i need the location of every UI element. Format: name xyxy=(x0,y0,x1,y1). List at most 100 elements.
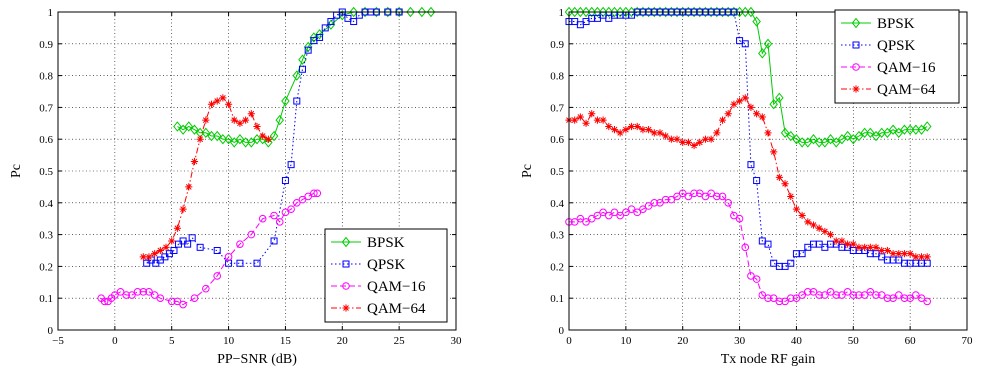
marker-star xyxy=(878,246,886,255)
marker-circle xyxy=(775,297,784,306)
marker-diamond xyxy=(570,6,579,18)
marker-star xyxy=(770,148,778,156)
marker-diamond xyxy=(826,134,835,145)
marker-circle xyxy=(281,208,290,217)
marker-circle xyxy=(190,294,199,303)
marker-star xyxy=(730,100,738,108)
marker-circle xyxy=(764,294,772,303)
marker-star xyxy=(855,243,863,251)
marker-circle xyxy=(167,297,176,306)
y-axis-label: Pc xyxy=(9,164,24,178)
marker-diamond xyxy=(406,6,415,18)
marker-square xyxy=(350,18,358,26)
marker-circle xyxy=(287,205,295,213)
marker-square xyxy=(741,40,749,48)
marker-circle xyxy=(100,297,109,306)
marker-circle xyxy=(156,294,165,303)
y-tick-label: 0.2 xyxy=(550,261,564,273)
marker-diamond xyxy=(275,114,284,126)
marker-star xyxy=(724,110,732,118)
marker-star xyxy=(852,85,860,93)
marker-star xyxy=(815,224,823,232)
y-tick-label: 0.2 xyxy=(39,261,53,273)
marker-circle xyxy=(656,199,664,207)
marker-diamond xyxy=(888,124,898,135)
marker-square xyxy=(770,259,778,267)
marker-circle xyxy=(247,230,256,239)
marker-star xyxy=(230,116,238,124)
marker-diamond xyxy=(610,6,619,18)
marker-star xyxy=(753,110,761,118)
marker-diamond xyxy=(922,121,932,132)
marker-circle xyxy=(616,211,624,220)
marker-star xyxy=(792,205,801,213)
marker-square xyxy=(188,234,196,242)
marker-diamond xyxy=(854,130,864,142)
marker-star xyxy=(576,113,584,121)
marker-circle xyxy=(298,195,307,204)
marker-star xyxy=(701,135,710,143)
marker-star xyxy=(264,135,272,143)
marker-star xyxy=(747,103,755,111)
marker-diamond xyxy=(593,6,602,18)
marker-circle xyxy=(133,288,142,296)
marker-circle xyxy=(843,288,852,296)
marker-diamond xyxy=(212,130,222,142)
y-tick-label: 0.6 xyxy=(550,134,564,146)
marker-square xyxy=(327,18,335,26)
marker-circle xyxy=(678,189,687,198)
marker-diamond xyxy=(752,16,761,27)
marker-star xyxy=(923,253,931,261)
marker-square xyxy=(571,18,579,26)
x-tick-label: 20 xyxy=(677,335,689,347)
marker-circle xyxy=(718,192,727,201)
marker-star xyxy=(259,132,267,140)
marker-diamond xyxy=(292,70,302,81)
marker-star xyxy=(667,135,675,143)
marker-diamond xyxy=(746,6,756,18)
marker-circle xyxy=(576,214,585,223)
x-tick-label: 5 xyxy=(169,335,175,347)
marker-square xyxy=(316,33,324,41)
marker-star xyxy=(622,126,630,134)
marker-star xyxy=(207,100,216,108)
marker-diamond xyxy=(184,121,194,132)
marker-diamond xyxy=(763,38,773,49)
marker-square xyxy=(821,243,829,251)
marker-circle xyxy=(855,291,863,299)
series-qam-16 xyxy=(565,189,932,306)
marker-diamond xyxy=(849,134,858,145)
marker-circle xyxy=(838,291,846,299)
marker-star xyxy=(787,192,795,201)
marker-star xyxy=(202,116,210,124)
series-line xyxy=(146,11,400,264)
marker-star xyxy=(213,97,221,105)
marker-star xyxy=(872,243,880,251)
marker-diamond xyxy=(587,6,596,18)
marker-circle xyxy=(826,288,835,296)
marker-circle xyxy=(730,211,738,220)
marker-square xyxy=(787,259,795,267)
marker-circle xyxy=(894,291,903,299)
marker-star xyxy=(883,246,891,255)
marker-circle xyxy=(116,288,125,296)
marker-star xyxy=(764,129,772,137)
marker-circle xyxy=(661,195,670,204)
marker-star xyxy=(821,227,829,236)
marker-circle xyxy=(684,192,693,201)
marker-star xyxy=(889,250,897,258)
marker-circle xyxy=(758,291,767,299)
x-tick-label: 0 xyxy=(566,335,572,347)
marker-square xyxy=(753,177,761,185)
marker-square xyxy=(236,259,244,267)
marker-circle xyxy=(900,294,909,303)
marker-square xyxy=(321,24,329,32)
marker-diamond xyxy=(201,127,211,139)
marker-circle xyxy=(313,189,322,198)
marker-diamond xyxy=(758,48,767,59)
marker-diamond xyxy=(269,130,279,142)
marker-diamond xyxy=(871,130,881,142)
marker-star xyxy=(616,129,624,137)
marker-star xyxy=(781,180,789,188)
marker-star xyxy=(866,243,874,251)
